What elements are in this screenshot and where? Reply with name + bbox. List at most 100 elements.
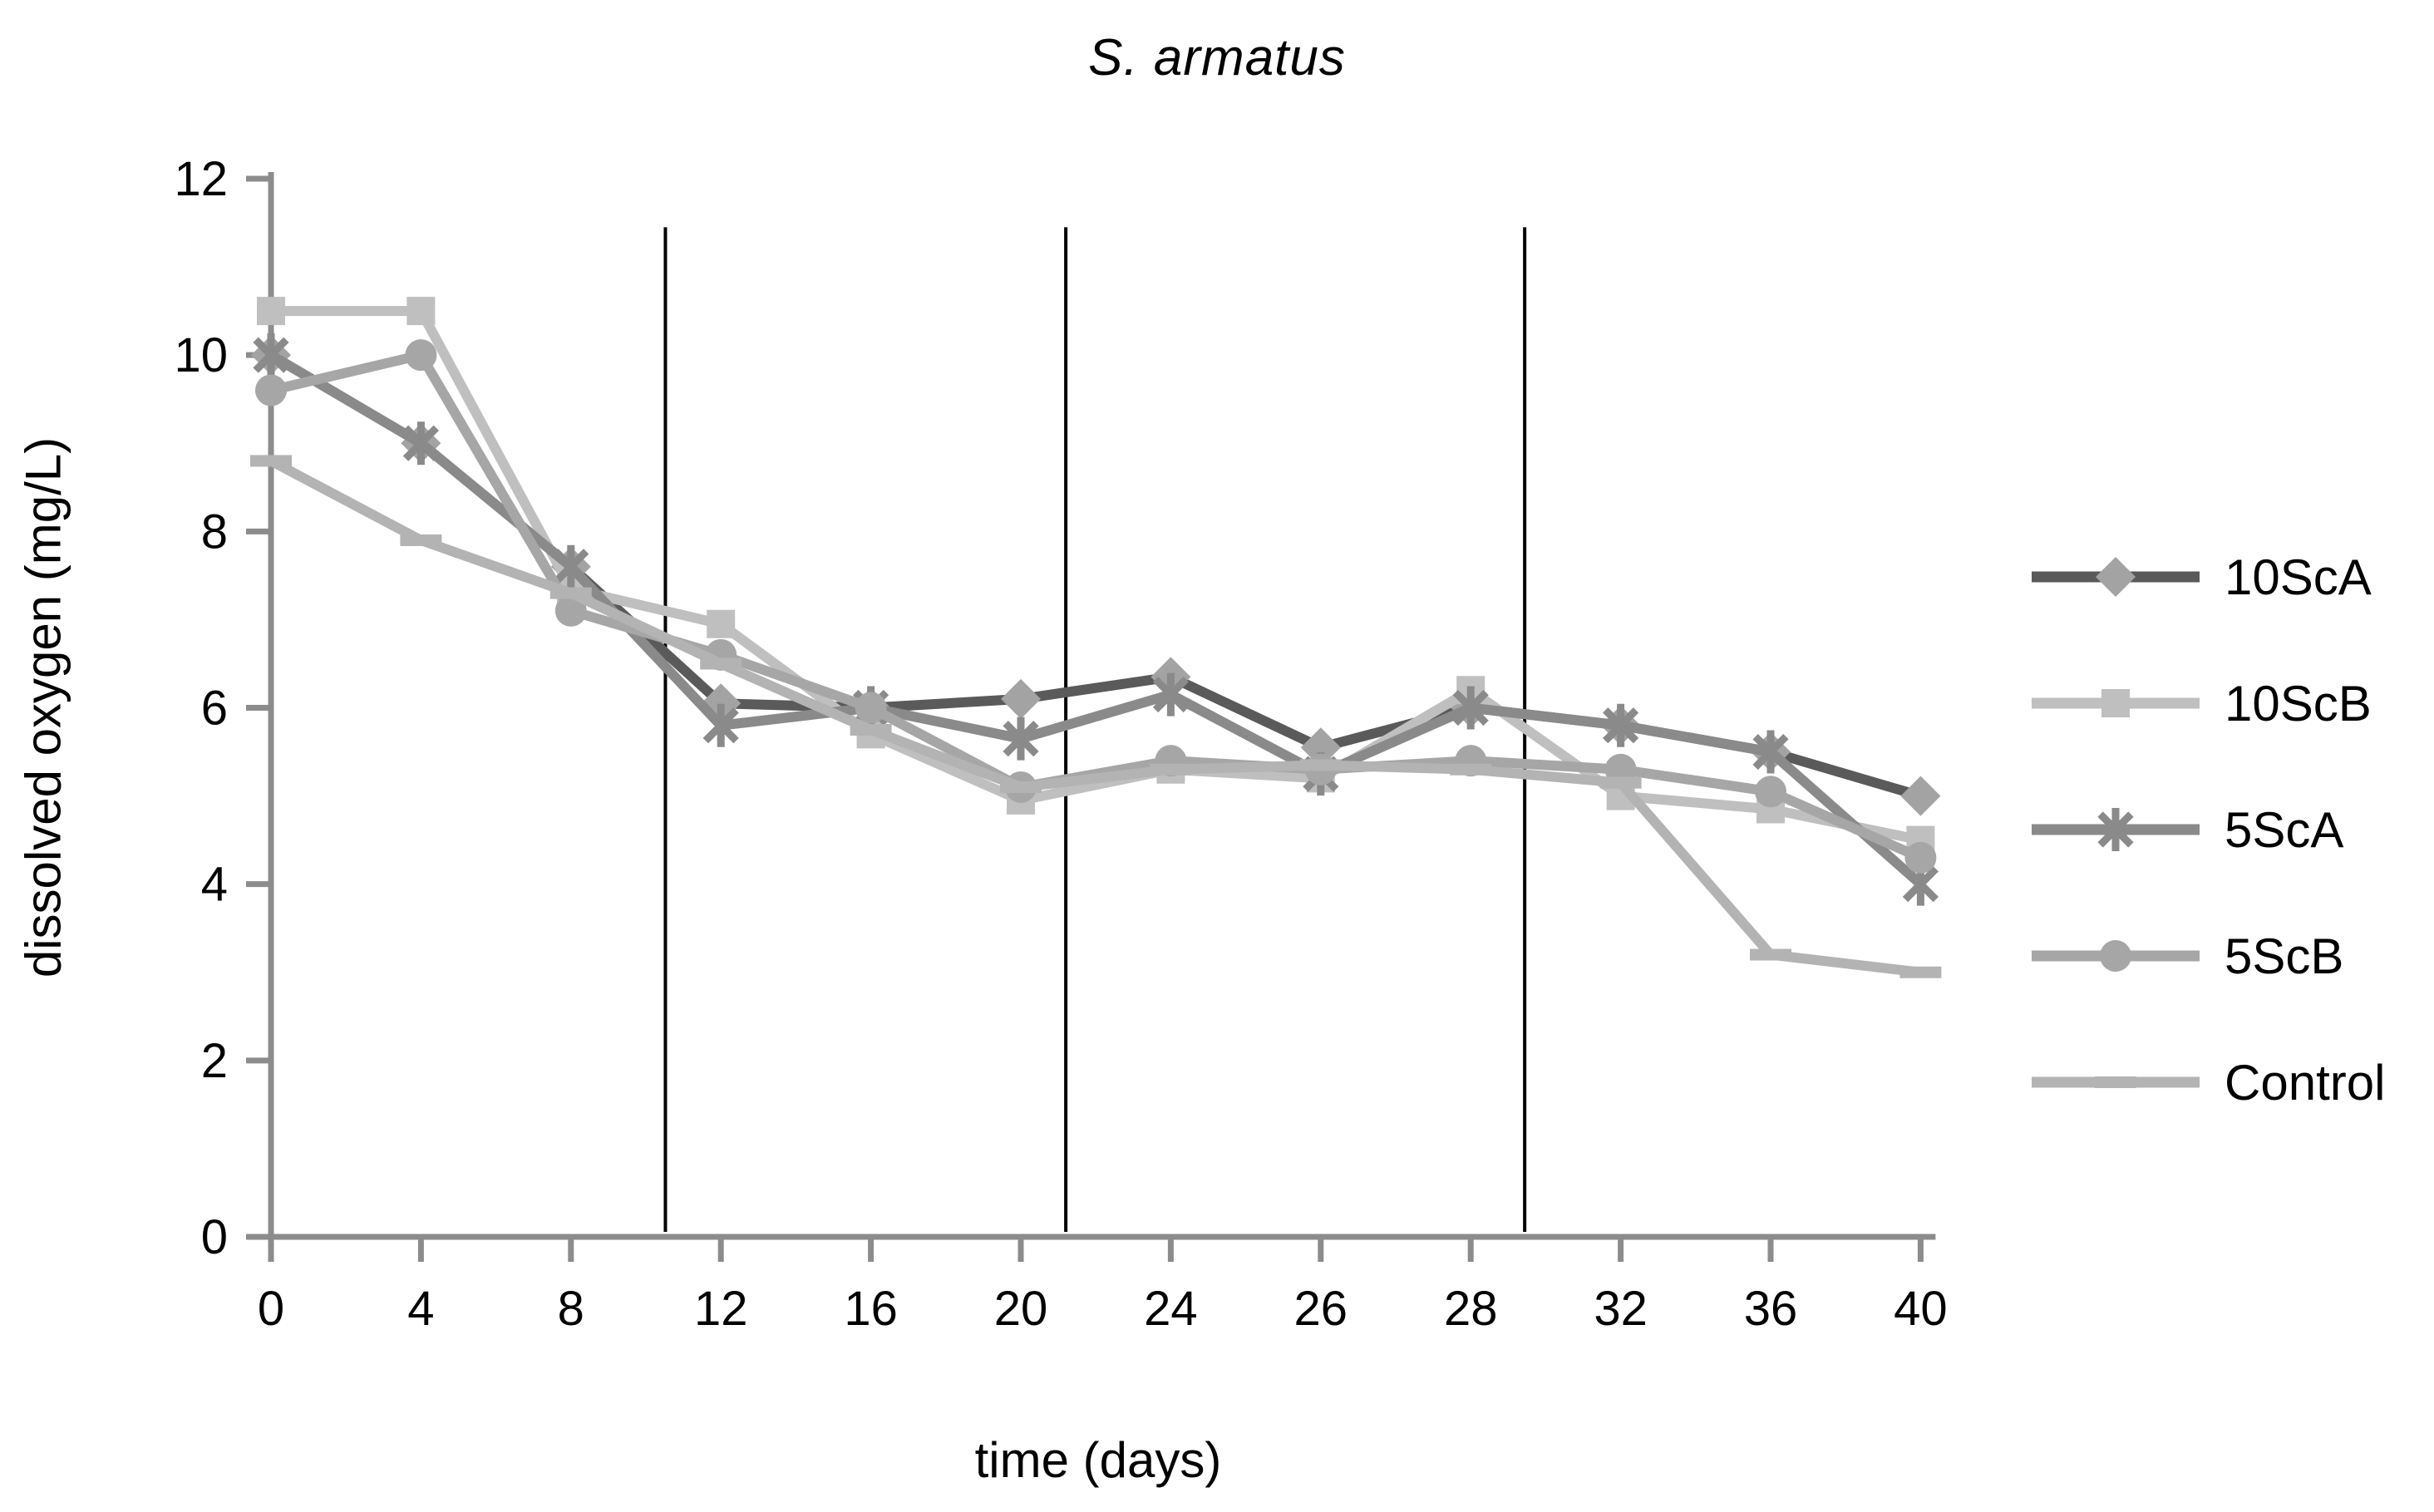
diamond-marker-icon: [1900, 776, 1941, 816]
x-tick-label: 26: [1294, 1282, 1348, 1336]
x-tick-label: 40: [1894, 1282, 1948, 1336]
data-point: [855, 692, 887, 724]
circle-marker-icon: [855, 692, 887, 724]
diamond-line-icon: [2032, 557, 2200, 597]
legend-sample-marker: [2095, 1076, 2136, 1088]
x-tick-label: 8: [558, 1282, 584, 1336]
series-line-Control: [269, 456, 1922, 978]
data-point: [702, 703, 739, 747]
data-point: [402, 421, 439, 465]
series-5ScB: [255, 339, 1937, 874]
star-marker-icon: [253, 333, 289, 377]
star-marker-icon: [1603, 703, 1639, 747]
data-point: [850, 724, 892, 736]
dash-marker-icon: [1000, 781, 1042, 793]
legend-label-10sca: 10ScA: [2225, 549, 2372, 605]
series-5ScA: [253, 333, 1939, 906]
x-tick-label: 0: [258, 1282, 284, 1336]
x-tick-label: 36: [1744, 1282, 1798, 1336]
legend-item-control: Control: [2028, 1052, 2385, 1112]
data-point: [1904, 841, 1937, 874]
y-tick-label: 12: [174, 152, 228, 206]
data-point: [1900, 776, 1941, 816]
dash-marker-icon: [1750, 948, 1791, 961]
data-point: [700, 657, 742, 670]
data-point: [1450, 763, 1492, 776]
legend-item-5scb: 5ScB: [2028, 926, 2385, 986]
x-tick-label: 4: [407, 1282, 434, 1336]
dash-marker-icon: [250, 455, 292, 467]
data-point: [1152, 672, 1189, 717]
data-point: [1000, 781, 1042, 793]
square-line-icon: [2032, 689, 2200, 717]
star-marker-icon: [702, 703, 739, 747]
legend-sample-marker: [2097, 808, 2134, 851]
data-point: [1899, 966, 1942, 978]
diamond-marker-icon: [1001, 678, 1041, 719]
data-point: [257, 297, 285, 326]
data-point: [1003, 717, 1039, 761]
legend-item-5sca: 5ScA: [2028, 800, 2385, 859]
star-marker-icon: [1152, 672, 1189, 717]
dash-marker-icon: [1150, 763, 1192, 776]
y-tick-label: 0: [201, 1210, 228, 1264]
star-marker-icon: [402, 421, 439, 465]
circle-marker-icon: [255, 374, 287, 406]
legend-sample-marker: [2101, 689, 2130, 717]
y-tick-label: 2: [201, 1034, 228, 1088]
data-point: [549, 587, 592, 599]
square-marker-icon: [2101, 689, 2130, 717]
star-line-icon: [2032, 808, 2200, 851]
data-point: [1755, 776, 1786, 808]
x-tick-label: 24: [1144, 1282, 1198, 1336]
dash-marker-icon: [549, 587, 592, 599]
diamond-marker-icon: [2096, 557, 2136, 597]
dash-marker-icon: [700, 657, 742, 670]
data-point: [1001, 678, 1041, 719]
legend-label-5scb: 5ScB: [2225, 928, 2344, 984]
legend-label-5sca: 5ScA: [2225, 801, 2344, 858]
legend-sample-marker: [2100, 940, 2131, 972]
x-tick-label: 20: [994, 1282, 1048, 1336]
y-tick-label: 10: [174, 328, 228, 382]
plain-line-icon: [2032, 1076, 2200, 1088]
chart-title: S. armatus: [1088, 29, 1346, 86]
y-tick-label: 6: [201, 682, 228, 736]
square-marker-icon: [257, 297, 285, 326]
x-tick-label: 16: [844, 1282, 898, 1336]
data-point: [255, 374, 287, 406]
data-point: [1750, 948, 1791, 961]
circle-marker-icon: [1755, 776, 1786, 808]
square-marker-icon: [707, 609, 736, 638]
x-tick-label: 28: [1444, 1282, 1498, 1336]
data-point: [1452, 686, 1489, 730]
circle-marker-icon: [554, 594, 587, 627]
dash-marker-icon: [2095, 1076, 2136, 1088]
legend-label-control: Control: [2225, 1054, 2386, 1111]
data-point: [1150, 763, 1192, 776]
data-point: [405, 339, 437, 372]
data-point: [1603, 703, 1639, 747]
x-tick-label: 32: [1594, 1282, 1648, 1336]
y-tick-label: 4: [201, 858, 228, 912]
star-marker-icon: [553, 544, 589, 589]
dash-marker-icon: [400, 534, 442, 546]
data-point: [406, 297, 436, 326]
dash-marker-icon: [1599, 776, 1642, 789]
dash-marker-icon: [1299, 759, 1342, 771]
series-10ScA: [251, 335, 1941, 816]
star-marker-icon: [1752, 730, 1789, 774]
data-point: [553, 544, 589, 589]
x-tick-label: 12: [694, 1282, 748, 1336]
legend-sample-marker: [2096, 557, 2136, 597]
y-tick-label: 8: [201, 505, 228, 559]
dash-marker-icon: [1899, 966, 1942, 978]
data-point: [1752, 730, 1789, 774]
x-axis-title: time (days): [974, 1432, 1222, 1488]
legend: 10ScA 10ScB 5ScA 5ScB Control: [2028, 547, 2385, 1112]
legend-item-10sca: 10ScA: [2028, 547, 2385, 607]
data-point: [707, 609, 736, 638]
data-point: [554, 594, 587, 627]
